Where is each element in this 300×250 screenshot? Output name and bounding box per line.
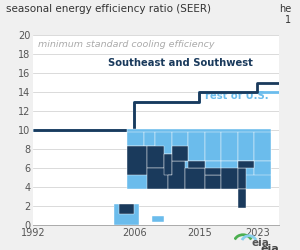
Polygon shape — [164, 154, 172, 175]
Polygon shape — [205, 168, 221, 175]
Polygon shape — [205, 161, 221, 175]
Polygon shape — [238, 161, 254, 175]
Polygon shape — [147, 146, 164, 168]
Polygon shape — [238, 189, 246, 208]
Polygon shape — [155, 132, 172, 154]
Text: Southeast and Southwest: Southeast and Southwest — [108, 58, 253, 68]
Text: seasonal energy efficiency ratio (SEER): seasonal energy efficiency ratio (SEER) — [6, 4, 211, 14]
Polygon shape — [127, 146, 147, 175]
Polygon shape — [119, 204, 134, 214]
Polygon shape — [172, 146, 188, 161]
Text: he
1: he 1 — [279, 4, 291, 25]
Polygon shape — [114, 204, 139, 225]
Polygon shape — [254, 161, 271, 175]
Polygon shape — [188, 132, 205, 161]
Polygon shape — [254, 132, 271, 161]
Text: eia: eia — [252, 238, 270, 248]
Polygon shape — [127, 129, 271, 189]
Polygon shape — [127, 132, 144, 146]
Polygon shape — [205, 132, 221, 161]
Polygon shape — [238, 161, 254, 168]
Text: minimum standard cooling efficiency: minimum standard cooling efficiency — [38, 40, 214, 49]
Polygon shape — [188, 161, 205, 168]
Polygon shape — [144, 132, 155, 146]
Polygon shape — [221, 161, 238, 175]
Polygon shape — [172, 132, 188, 161]
Polygon shape — [185, 168, 205, 189]
Polygon shape — [221, 168, 238, 189]
Polygon shape — [205, 175, 221, 189]
Polygon shape — [221, 132, 238, 161]
Polygon shape — [147, 168, 169, 189]
Polygon shape — [169, 161, 185, 189]
Polygon shape — [238, 168, 246, 189]
Polygon shape — [238, 132, 254, 161]
Polygon shape — [152, 216, 164, 222]
Text: eia: eia — [260, 244, 279, 250]
Text: rest of U.S.: rest of U.S. — [206, 91, 269, 101]
